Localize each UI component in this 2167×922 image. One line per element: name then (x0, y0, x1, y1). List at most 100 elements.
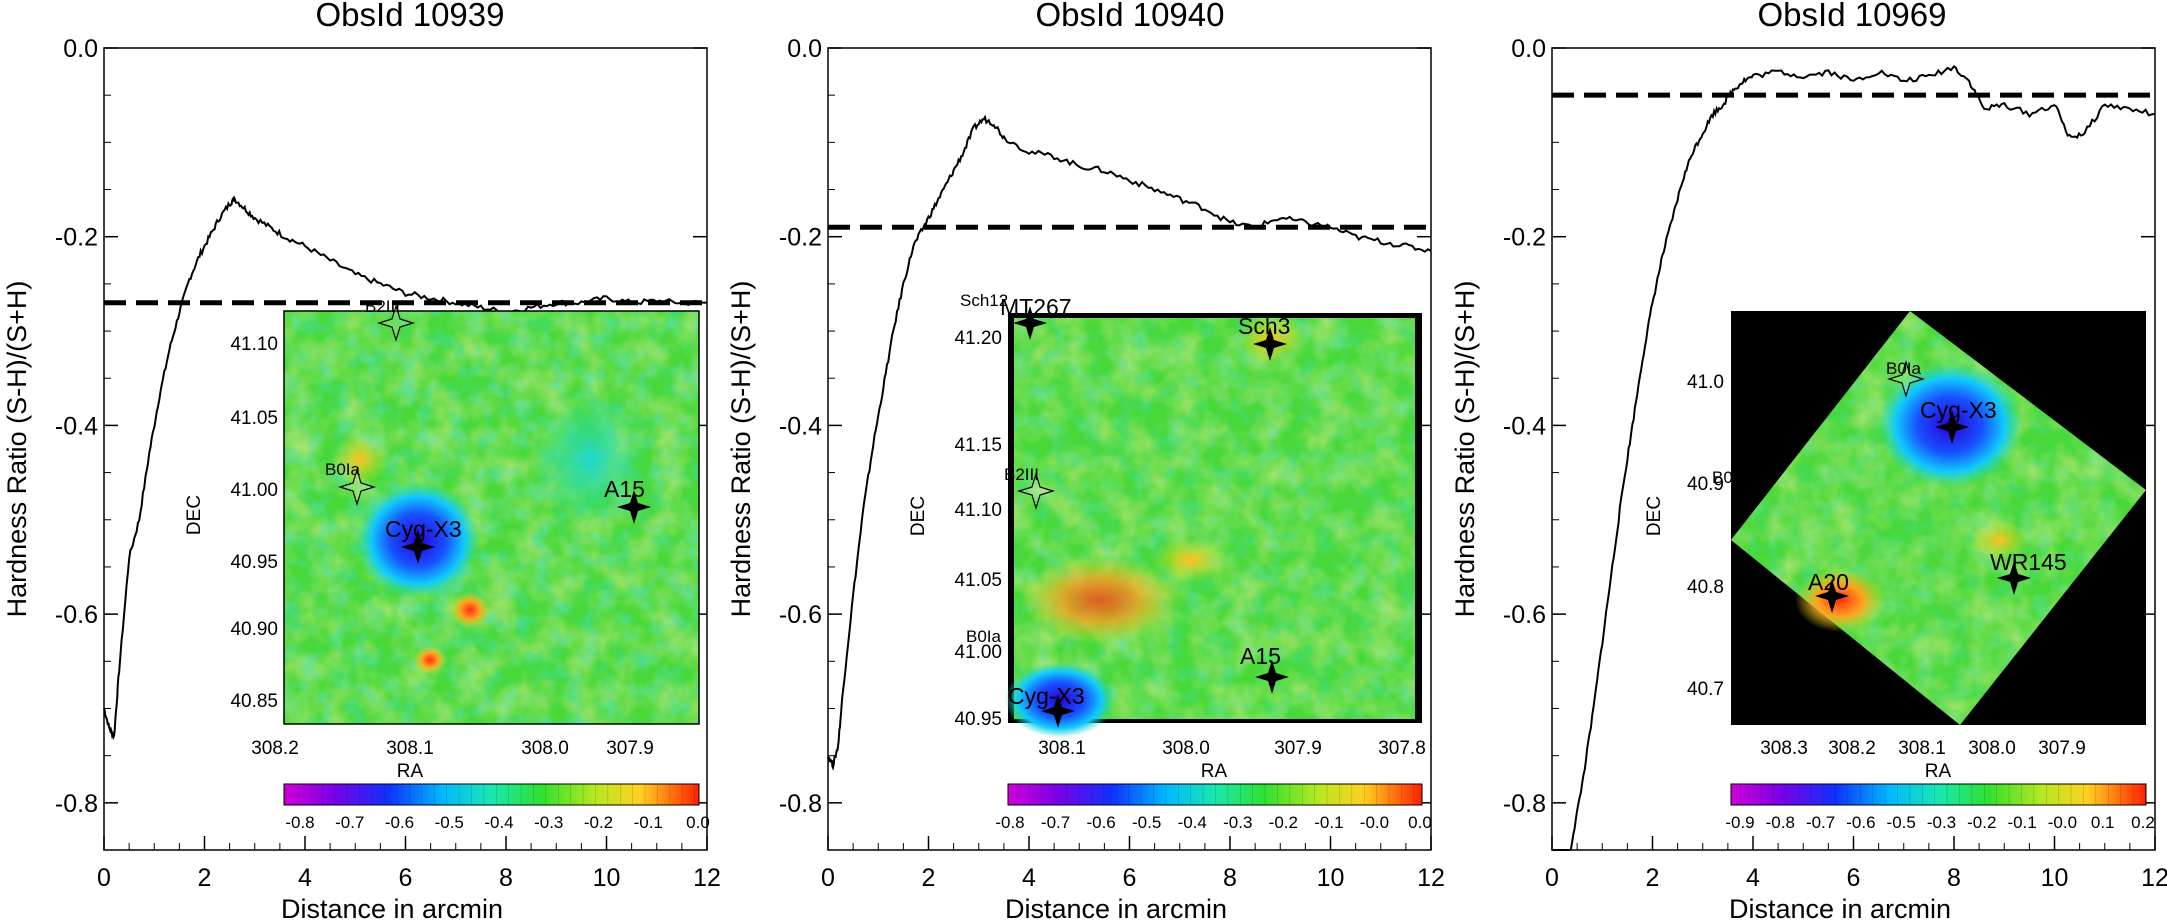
colorbar-tick-label: -0.2 (1269, 813, 1298, 832)
inset-x-tick: 308.1 (1038, 738, 1086, 759)
colorbar-tick-label: -0.4 (484, 813, 513, 832)
inset-map: 41.10 41.05 41.00 40.95 40.90 40.85 308.… (184, 297, 710, 832)
inset-x-tick: 307.8 (1378, 738, 1426, 759)
cyg-x3-hardness-blob (1005, 662, 1115, 738)
panel-title: ObsId 10969 (1758, 0, 1947, 33)
source-marker-open (337, 467, 377, 507)
source-label: B0Ib (1712, 468, 1747, 487)
colorbar-tick-label: -0.1 (2007, 813, 2036, 832)
source-label: B0Ia (966, 627, 1002, 646)
x-tick-label: 12 (1417, 864, 1445, 892)
source-label: A15 (1240, 643, 1281, 669)
colorbar-tick-label: -0.2 (584, 813, 613, 832)
colorbar-divisions (284, 784, 699, 805)
inset-x-tick: 308.0 (1162, 738, 1210, 759)
panel-title: ObsId 10939 (316, 0, 505, 33)
colorbar-tick-label: -0.5 (1132, 813, 1161, 832)
source-marker-filled (1935, 410, 1969, 444)
x-tick-label: 12 (693, 864, 721, 892)
x-axis-label: Distance in arcmin (281, 894, 503, 922)
inset-y-tick: 40.90 (230, 619, 278, 640)
inset-y-tick: 40.9 (1687, 474, 1724, 495)
colorbar-tick-label: -0.6 (1846, 813, 1875, 832)
cool-region (530, 390, 650, 530)
y-tick-label: 0.0 (787, 35, 822, 63)
colorbar-tick-label: 0.1 (2091, 813, 2115, 832)
inset-y-label: DEC (1644, 496, 1665, 536)
panel-obsid-10939: ObsId 10939 0.0 -0.2 -0.4 -0.6 -0.8 0 2 4 6 8 10 1… (2, 0, 721, 922)
inset-y-tick: 41.0 (1687, 372, 1724, 393)
source-label: Sch12 (960, 291, 1008, 310)
inset-y-tick: 41.20 (954, 328, 1002, 349)
hot-region (414, 646, 446, 674)
source-label: Sch3 (1238, 313, 1290, 339)
source-marker-filled (1041, 694, 1075, 728)
source-label: Cyg-X3 (1008, 683, 1085, 709)
colorbar-divisions (1008, 784, 1422, 805)
x-tick-label: 10 (593, 864, 621, 892)
hardness-ratio-line (1552, 65, 2156, 851)
x-tick-label: 6 (1123, 864, 1137, 892)
y-tick-label: -0.6 (55, 601, 98, 629)
y-tick-label: -0.6 (779, 601, 822, 629)
inset-y-tick: 41.00 (954, 642, 1002, 663)
colorbar-tick-label: -0.3 (1223, 813, 1252, 832)
source-marker-filled (1815, 579, 1849, 613)
colorbar-tick-label: -0.2 (1967, 813, 1996, 832)
source-label: Cyg-X3 (1920, 397, 1997, 423)
warm-region (1150, 538, 1230, 582)
colorbar-tick-label: -0.3 (1927, 813, 1956, 832)
source-label: MT267 (1000, 294, 1072, 320)
source-label: WR145 (1990, 549, 2067, 575)
y-axis: 0.0 -0.2 -0.4 -0.6 -0.8 (55, 35, 707, 818)
inset-map-texture-cool (284, 311, 699, 724)
source-marker-filled (401, 530, 435, 564)
colorbar-tick-label: -0.8 (995, 813, 1024, 832)
inset-y-tick: 41.10 (954, 500, 1002, 521)
colorbar-tick-label: -0.0 (1360, 813, 1389, 832)
x-axis: 0 2 4 6 8 10 12 (97, 836, 721, 892)
source-label: Cyg-X3 (385, 516, 462, 542)
source-label: B2III (1004, 465, 1039, 484)
inset-x-tick: 308.2 (251, 738, 299, 759)
inset-x-tick: 308.1 (1898, 738, 1946, 759)
source-label: B0Ia (1886, 359, 1922, 378)
x-tick-label: 0 (97, 864, 111, 892)
source-marker-filled (617, 490, 651, 524)
y-axis-label: Hardness Ratio (S-H)/(S+H) (2, 281, 32, 618)
y-axis: 0.0 -0.2 -0.4 -0.6 -0.8 (1503, 35, 2155, 818)
inset-y-tick: 40.95 (954, 709, 1002, 730)
inset-x-tick: 307.9 (1274, 738, 1322, 759)
source-label: A15 (604, 476, 645, 502)
inset-y-tick: 40.95 (230, 552, 278, 573)
inset-x-tick: 307.9 (606, 738, 654, 759)
x-tick-label: 6 (399, 864, 413, 892)
inset-y-tick: 41.15 (954, 435, 1002, 456)
x-axis-label: Distance in arcmin (1729, 894, 1951, 922)
inset-y-tick: 41.10 (230, 334, 278, 355)
x-tick-label: 2 (198, 864, 212, 892)
colorbar-tick-label: 0.0 (686, 813, 710, 832)
x-tick-label: 4 (1022, 864, 1036, 892)
source-marker-filled (1255, 660, 1289, 694)
x-tick-label: 10 (1317, 864, 1345, 892)
panel-obsid-10940: ObsId 10940 0.0 -0.2 -0.4 -0.6 -0.8 0 2 4 6 8 10 1… (726, 0, 1445, 922)
x-tick-label: 4 (298, 864, 312, 892)
inset-x-tick: 308.0 (1968, 738, 2016, 759)
colorbar-ticks: -0.8 -0.7 -0.6 -0.5 -0.4 -0.3 -0.2 -0.1 -0.0 0.0 (995, 813, 1431, 832)
y-tick-label: -0.6 (1503, 601, 1546, 629)
warm-region (1970, 520, 2030, 560)
panel-title: ObsId 10940 (1036, 0, 1225, 33)
y-tick-label: 0.0 (1511, 35, 1546, 63)
x-tick-label: 4 (1746, 864, 1760, 892)
source-marker-open (1016, 471, 1056, 511)
x-axis: 0 2 4 6 8 10 12 (821, 836, 1445, 892)
source-marker-open (376, 303, 416, 343)
y-tick-label: -0.2 (779, 224, 822, 252)
inset-y-ticks: 41.10 41.05 41.00 40.95 40.90 40.85 (230, 334, 278, 712)
inset-frame (283, 310, 700, 725)
y-tick-label: -0.4 (779, 412, 822, 440)
colorbar-tick-label: -0.6 (385, 813, 414, 832)
inset-y-ticks: 41.20 41.15 41.10 41.05 41.00 40.95 (954, 328, 1002, 730)
inset-x-label: RA (1925, 761, 1952, 782)
